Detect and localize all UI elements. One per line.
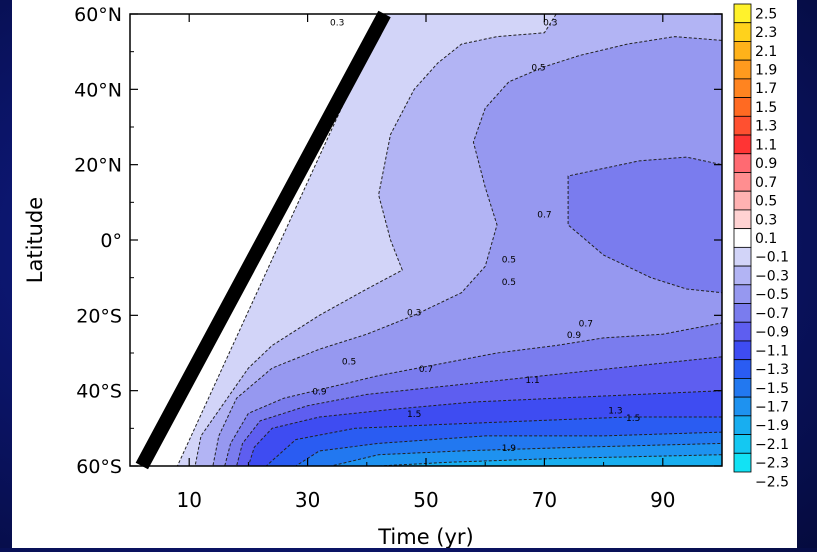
figure: 0.3 0.3 0.5 0.7 0.5 0.5 0.3 0.7 0.9 0.5 0.7 0.9 1.1 1… (12, 0, 797, 548)
colorbar-level-label: −1.5 (755, 381, 789, 397)
colorbar-swatch (734, 210, 751, 229)
colorbar-swatch (734, 435, 751, 454)
colorbar-swatch (734, 191, 751, 210)
contour-label: 1.9 (502, 444, 517, 454)
colorbar-swatch (734, 453, 751, 472)
colorbar-swatch (734, 154, 751, 173)
colorbar-level-label: 0.7 (755, 175, 777, 191)
colorbar-level-label: −0.9 (755, 325, 789, 341)
contour-label: 0.9 (312, 387, 327, 397)
colorbar-level-label: −0.7 (755, 306, 789, 322)
contour-label: 0.5 (502, 278, 516, 288)
y-tick-label: 20°S (76, 305, 122, 327)
y-tick-label: 20°N (74, 155, 122, 177)
colorbar-swatch (734, 172, 751, 191)
colorbar-swatch (734, 285, 751, 304)
contour-label: 0.9 (567, 331, 582, 341)
colorbar-level-label: −2.5 (755, 474, 789, 490)
colorbar-swatch (734, 322, 751, 341)
colorbar-swatch (734, 304, 751, 323)
colorbar-level-label: 1.1 (755, 137, 777, 153)
colorbar-level-label: −2.3 (755, 456, 789, 472)
colorbar-swatch (734, 23, 751, 42)
colorbar-swatch (734, 60, 751, 79)
colorbar-swatch (734, 247, 751, 266)
contour-label: 0.3 (330, 18, 344, 28)
colorbar-swatch (734, 135, 751, 154)
colorbar-level-label: 0.9 (755, 156, 777, 172)
colorbar-level-label: 2.5 (755, 6, 777, 22)
colorbar-level-label: −0.3 (755, 268, 789, 284)
colorbar-level-label: −1.3 (755, 362, 789, 378)
contour-label: 0.5 (502, 256, 516, 266)
colorbar-level-label: 1.7 (755, 81, 777, 97)
colorbar-level-label: 0.1 (755, 231, 777, 247)
contour-label: 1.3 (608, 406, 622, 416)
colorbar-swatch (734, 229, 751, 248)
contour-label: 0.5 (342, 357, 356, 367)
colorbar-level-label: −0.5 (755, 287, 789, 303)
colorbar-level-label: −1.7 (755, 399, 789, 415)
colorbar-level-label: 1.5 (755, 100, 777, 116)
y-tick-label: 40°N (74, 79, 122, 101)
colorbar-swatch (734, 416, 751, 435)
contour-label: 1.5 (407, 410, 421, 420)
contour-chart: 0.3 0.30.50.70.50.50.30.70.90.50.70.91.11… (12, 0, 797, 548)
y-tick-label: 60°S (76, 456, 122, 478)
y-tick-label: 60°N (74, 4, 122, 26)
colorbar-swatch (734, 360, 751, 379)
colorbar-level-label: −2.1 (755, 437, 789, 453)
colorbar-level-label: −1.9 (755, 418, 789, 434)
x-tick-label: 10 (176, 488, 201, 512)
contour-label: 0.7 (579, 320, 593, 330)
colorbar-swatch (734, 98, 751, 117)
contour-label: 1.1 (525, 376, 539, 386)
contour-label: 0.7 (537, 210, 551, 220)
colorbar-swatch (734, 378, 751, 397)
colorbar-level-label: 0.5 (755, 194, 777, 210)
y-tick-label: 0° (100, 230, 122, 252)
x-axis-title: Time (yr) (377, 525, 474, 548)
colorbar-swatch (734, 116, 751, 135)
x-tick-label: 50 (413, 488, 438, 512)
colorbar-swatch (734, 41, 751, 60)
colorbar-swatch (734, 266, 751, 285)
colorbar-level-label: 1.9 (755, 63, 777, 79)
colorbar-swatch (734, 79, 751, 98)
contour-label: 0.3 (543, 18, 557, 28)
colorbar-swatch (734, 397, 751, 416)
colorbar-level-label: 2.3 (755, 25, 777, 41)
contour-label: 1.5 (626, 414, 640, 424)
y-tick-label: 40°S (76, 381, 122, 403)
colorbar-level-label: 0.3 (755, 212, 777, 228)
colorbar-swatch (734, 341, 751, 360)
contour-label: 0.3 (407, 308, 421, 318)
x-tick-label: 70 (532, 488, 557, 512)
colorbar: 2.5 2.3 2.1 1.9 1.7 1.5 1.3 1.1 0.9 0.7 0.5 0.3 0.1 −… (734, 4, 789, 490)
x-tick-label: 90 (650, 488, 675, 512)
colorbar-level-label: −0.1 (755, 250, 789, 266)
x-tick-label: 30 (295, 488, 320, 512)
colorbar-level-label: 1.3 (755, 119, 777, 135)
contour-label: 0.5 (531, 64, 545, 74)
y-axis-title: Latitude (23, 197, 47, 283)
contour-label: 0.7 (419, 365, 433, 375)
colorbar-level-label: 2.1 (755, 44, 777, 60)
colorbar-swatch (734, 4, 751, 23)
colorbar-level-label: −1.1 (755, 343, 789, 359)
